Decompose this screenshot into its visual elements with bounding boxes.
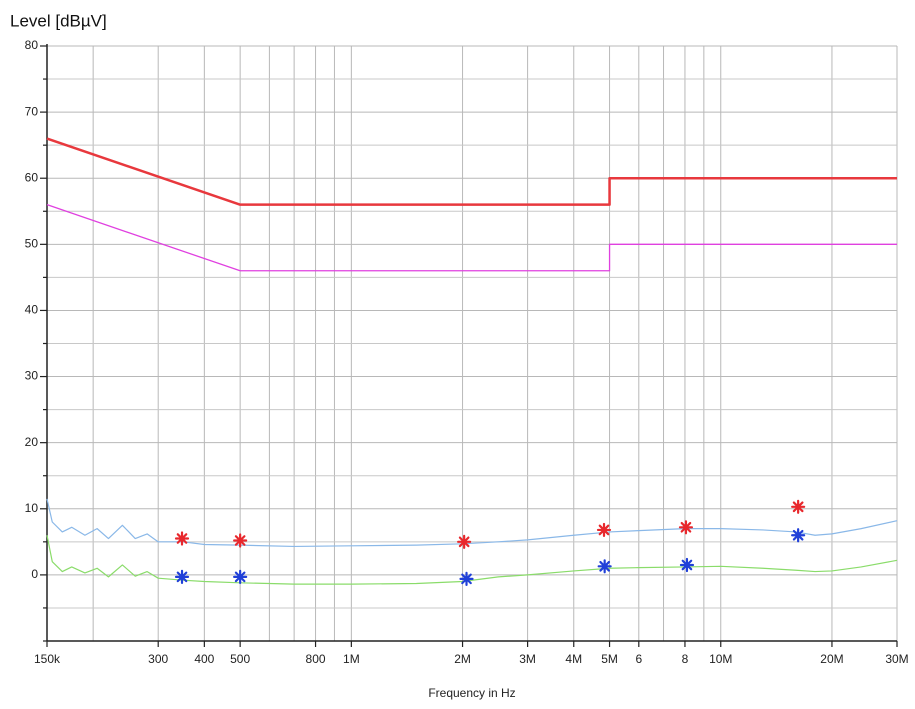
x-tick-label: 800 (306, 652, 326, 666)
measurement-marker (678, 520, 694, 535)
x-tick-label: 8 (682, 652, 689, 666)
x-tick-label: 400 (194, 652, 214, 666)
x-tick-label: 10M (709, 652, 732, 666)
measurement-marker (459, 571, 474, 586)
measurement-marker (174, 531, 190, 546)
trace (46, 137, 897, 206)
x-tick-label: 2M (454, 652, 471, 666)
x-tick-label: 150k (34, 652, 61, 666)
measurement-marker (457, 534, 472, 549)
y-tick-label: 0 (31, 567, 38, 581)
measurement-marker (597, 559, 612, 574)
x-tick-label: 20M (820, 652, 843, 666)
trace (46, 535, 898, 585)
x-tick-label: 1M (343, 652, 360, 666)
y-tick-label: 10 (25, 501, 39, 515)
y-tick-label: 70 (25, 104, 39, 118)
y-tick-label: 40 (25, 303, 39, 317)
x-tick-label: 5M (601, 652, 618, 666)
measurement-marker (233, 569, 248, 584)
y-tick-label: 30 (25, 369, 39, 383)
measurement-marker (233, 533, 248, 548)
y-axis-label: Level [dBµV] (10, 11, 107, 30)
measurement-marker (679, 557, 695, 573)
trace (46, 204, 897, 272)
x-tick-label: 30M (885, 652, 908, 666)
measurement-marker (174, 569, 190, 584)
x-tick-label: 300 (148, 652, 168, 666)
x-tick-label: 6 (635, 652, 642, 666)
measurement-marker (791, 499, 806, 514)
measurement-marker (596, 522, 612, 538)
x-axis-label: Frequency in Hz (428, 686, 515, 700)
x-tick-label: 4M (565, 652, 582, 666)
y-tick-label: 60 (25, 170, 39, 184)
x-tick-label: 500 (230, 652, 250, 666)
x-tick-label: 3M (519, 652, 536, 666)
y-tick-label: 80 (25, 38, 39, 52)
y-tick-label: 20 (25, 435, 39, 449)
trace (46, 498, 898, 548)
measurement-marker (791, 528, 806, 543)
y-tick-label: 50 (25, 237, 39, 251)
